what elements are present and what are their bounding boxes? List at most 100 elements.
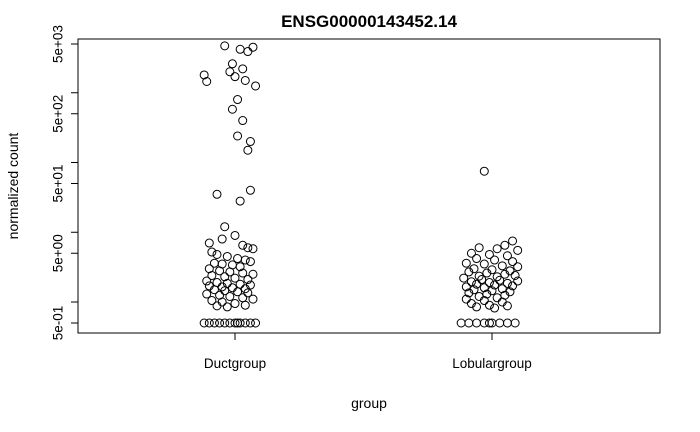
data-point [502, 301, 512, 311]
data-point [243, 288, 253, 298]
data-point [477, 275, 487, 285]
data-point [238, 240, 248, 250]
x-axis: Ductgroup Lobulargroup [78, 332, 660, 371]
data-point [497, 284, 507, 294]
x-axis-title: group [351, 395, 387, 411]
data-point [484, 278, 494, 288]
data-point [233, 318, 243, 328]
data-point [508, 281, 518, 291]
data-point [227, 104, 237, 114]
data-point [472, 279, 482, 289]
data-point [220, 318, 230, 328]
data-point [207, 296, 217, 306]
data-point [495, 318, 505, 328]
data-point [209, 285, 219, 295]
data-point [243, 243, 253, 253]
data-point [466, 299, 476, 309]
data-point [227, 283, 237, 293]
data-point [502, 278, 512, 288]
data-point [502, 251, 512, 261]
data-point [233, 287, 243, 297]
data-point [492, 293, 502, 303]
data-point [464, 318, 474, 328]
data-point [248, 244, 258, 254]
data-point [215, 318, 225, 328]
data-point [212, 301, 222, 311]
data-point [233, 95, 243, 105]
plot-frame [77, 38, 661, 334]
data-point [235, 196, 245, 206]
data-point [497, 261, 507, 271]
chart-title: ENSG00000143452.14 [281, 12, 457, 31]
data-point [202, 276, 212, 286]
data-point [235, 44, 245, 54]
data-point [222, 251, 232, 261]
data-point [510, 270, 520, 280]
y-tick-label: 5e+01 [51, 165, 66, 203]
data-point [461, 294, 471, 304]
x-tick-label: Lobulargroup [452, 356, 532, 371]
data-point [238, 268, 248, 278]
data-point [230, 318, 240, 328]
data-point [469, 264, 479, 274]
data-point [238, 64, 248, 74]
data-point [212, 249, 222, 259]
y-axis-title: normalized count [5, 133, 21, 240]
y-tick-label: 5e-01 [51, 306, 66, 341]
data-point [220, 272, 230, 282]
data-point [248, 42, 258, 52]
data-point [497, 297, 507, 307]
data-point [500, 240, 510, 250]
data-point [474, 243, 484, 253]
data-point [245, 318, 255, 328]
data-point [233, 131, 243, 141]
data-point [238, 116, 248, 126]
data-point [508, 257, 518, 267]
data-point [479, 259, 489, 269]
data-point [461, 258, 471, 268]
data-points [199, 41, 523, 328]
data-point [245, 185, 255, 195]
data-point [479, 283, 489, 293]
data-point [235, 318, 245, 328]
x-tick-label: Ductgroup [204, 356, 266, 371]
data-point [225, 291, 235, 301]
data-point [472, 302, 482, 312]
data-point [199, 318, 209, 328]
data-point [490, 303, 500, 313]
data-point [245, 137, 255, 147]
data-point [464, 267, 474, 277]
data-point [508, 236, 518, 246]
data-point [217, 297, 227, 307]
data-point [227, 59, 237, 69]
data-point [472, 318, 482, 328]
data-point [513, 262, 523, 272]
data-point [240, 300, 250, 310]
data-point [240, 255, 250, 265]
data-point [230, 299, 240, 309]
data-point [202, 289, 212, 299]
data-point [235, 279, 245, 289]
data-point [225, 67, 235, 77]
data-point [240, 75, 250, 85]
data-point [495, 275, 505, 285]
data-point [461, 282, 471, 292]
data-point [245, 257, 255, 267]
data-point [207, 247, 217, 257]
data-point [513, 276, 523, 286]
y-tick-label: 5e+02 [51, 95, 66, 133]
data-point [492, 244, 502, 254]
data-point [484, 300, 494, 310]
data-point [248, 294, 258, 304]
data-point [243, 275, 253, 285]
data-point [202, 76, 212, 86]
data-point [230, 230, 240, 240]
data-point [466, 248, 476, 258]
data-point [487, 286, 497, 296]
data-point [490, 280, 500, 290]
data-point [238, 293, 248, 303]
data-point [212, 189, 222, 199]
data-point [502, 318, 512, 328]
data-point [251, 81, 261, 91]
